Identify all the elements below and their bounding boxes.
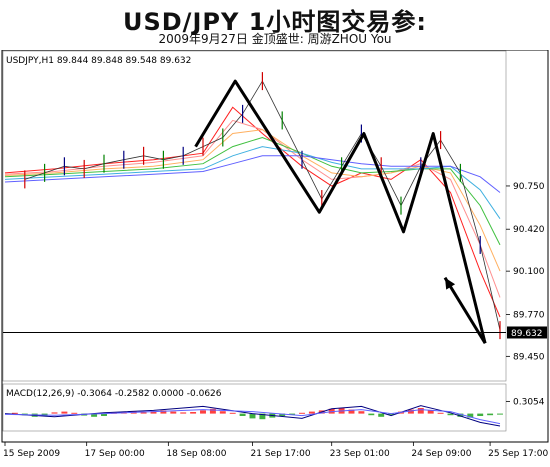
macd-y-axis: 0.3054	[506, 397, 545, 407]
macd-histogram-bar	[91, 413, 98, 417]
macd-histogram-bar	[378, 413, 385, 417]
macd-plot-area	[2, 383, 507, 432]
price-plot-area	[2, 50, 507, 382]
macd-histogram-bar	[51, 412, 58, 414]
price-y-tick-label: 90.100	[513, 267, 545, 277]
macd-histogram-bar	[200, 410, 206, 414]
macd-y-tick-label: 0.3054	[513, 397, 545, 407]
x-axis: 15 Sep 2009 17 Sep 00:00 18 Sep 08:00 21 Se…	[3, 442, 548, 459]
x-tick-label: 17 Sep 00:00	[85, 449, 145, 459]
macd-histogram-bar	[368, 413, 375, 416]
x-tick-label: 24 Sep 09:00	[411, 449, 471, 459]
price-y-axis: 90.750 90.420 90.100 89.770 89.450	[506, 182, 545, 362]
x-tick-label: 23 Sep 01:00	[330, 449, 390, 459]
macd-histogram-bar	[467, 413, 474, 418]
price-y-tick-label: 89.450	[513, 352, 545, 362]
macd-histogram-bar	[219, 411, 226, 414]
macd-histogram-bar	[101, 413, 107, 416]
current-price-line: 89.632	[3, 326, 547, 339]
current-price-badge	[507, 326, 547, 339]
macd-histogram-bar	[348, 409, 355, 414]
macd-histogram-bar	[190, 412, 197, 414]
macd-histogram-bar	[497, 413, 503, 415]
macd-histogram-bar	[150, 411, 157, 414]
macd-histogram-bar	[180, 412, 187, 414]
header: USD/JPY 1小时图交易参: 2009年9月27日 金顶盛世: 周游ZHOU…	[0, 0, 550, 50]
macd-histogram-bar	[417, 408, 424, 414]
macd-histogram-bar	[308, 411, 315, 414]
macd-histogram-bar	[427, 410, 434, 414]
macd-histogram-bar	[388, 413, 395, 415]
price-y-tick-label: 89.770	[513, 310, 545, 320]
macd-histogram-bar	[160, 410, 167, 414]
macd-histogram-bar	[407, 409, 414, 414]
macd-histogram-bar	[61, 411, 68, 414]
macd-panel-title: MACD(12,26,9) -0.3064 -0.2582 0.0000 -0.…	[6, 389, 222, 399]
x-tick-label: 15 Sep 2009	[3, 449, 60, 459]
current-price-label: 89.632	[511, 329, 543, 339]
macd-histogram-bar	[358, 411, 365, 414]
macd-histogram-bar	[447, 413, 454, 416]
macd-histogram-bar	[477, 413, 484, 416]
macd-histogram-bar	[11, 412, 18, 414]
macd-histogram-bar	[249, 413, 256, 419]
x-tick-label: 25 Sep 17:00	[488, 449, 548, 459]
price-panel-title: USDJPY,H1 89.844 89.848 89.548 89.632	[6, 56, 191, 66]
macd-histogram-bar	[71, 412, 78, 414]
page-title: USD/JPY 1小时图交易参:	[122, 8, 427, 36]
macd-histogram-bar	[209, 408, 216, 414]
macd-histogram-bar	[170, 411, 177, 414]
macd-histogram-bar	[259, 413, 266, 420]
macd-histogram-bar	[229, 412, 236, 414]
macd-histogram-bar	[289, 413, 296, 415]
price-y-tick-label: 90.750	[513, 182, 545, 192]
page-subtitle: 2009年9月27日 金顶盛世: 周游ZHOU You	[158, 32, 392, 46]
macd-histogram-bar	[457, 413, 464, 417]
macd-histogram-bar	[239, 413, 246, 416]
macd-lines	[4, 405, 501, 427]
forecast-arrow-head	[445, 277, 456, 290]
chart-frame: USDJPY,H1 89.844 89.848 89.548 89.632 90…	[0, 49, 550, 463]
price-y-tick-label: 90.420	[513, 225, 545, 235]
macd-histogram-bar	[140, 412, 147, 414]
price-panel: USDJPY,H1 89.844 89.848 89.548 89.632 90…	[2, 50, 547, 382]
macd-histogram-bar	[437, 412, 444, 414]
zigzag-line	[194, 79, 487, 344]
x-tick-label: 21 Sep 17:00	[251, 449, 311, 459]
macd-histogram-bar	[299, 412, 305, 414]
macd-signal-line	[4, 409, 501, 425]
macd-panel: MACD(12,26,9) -0.3064 -0.2582 0.0000 -0.…	[2, 383, 545, 432]
macd-histogram-bar	[487, 413, 494, 416]
macd-histogram-bar	[279, 413, 286, 416]
x-tick-label: 18 Sep 08:00	[166, 449, 226, 459]
chart-svg: USDJPY,H1 89.844 89.848 89.548 89.632 90…	[1, 49, 549, 459]
